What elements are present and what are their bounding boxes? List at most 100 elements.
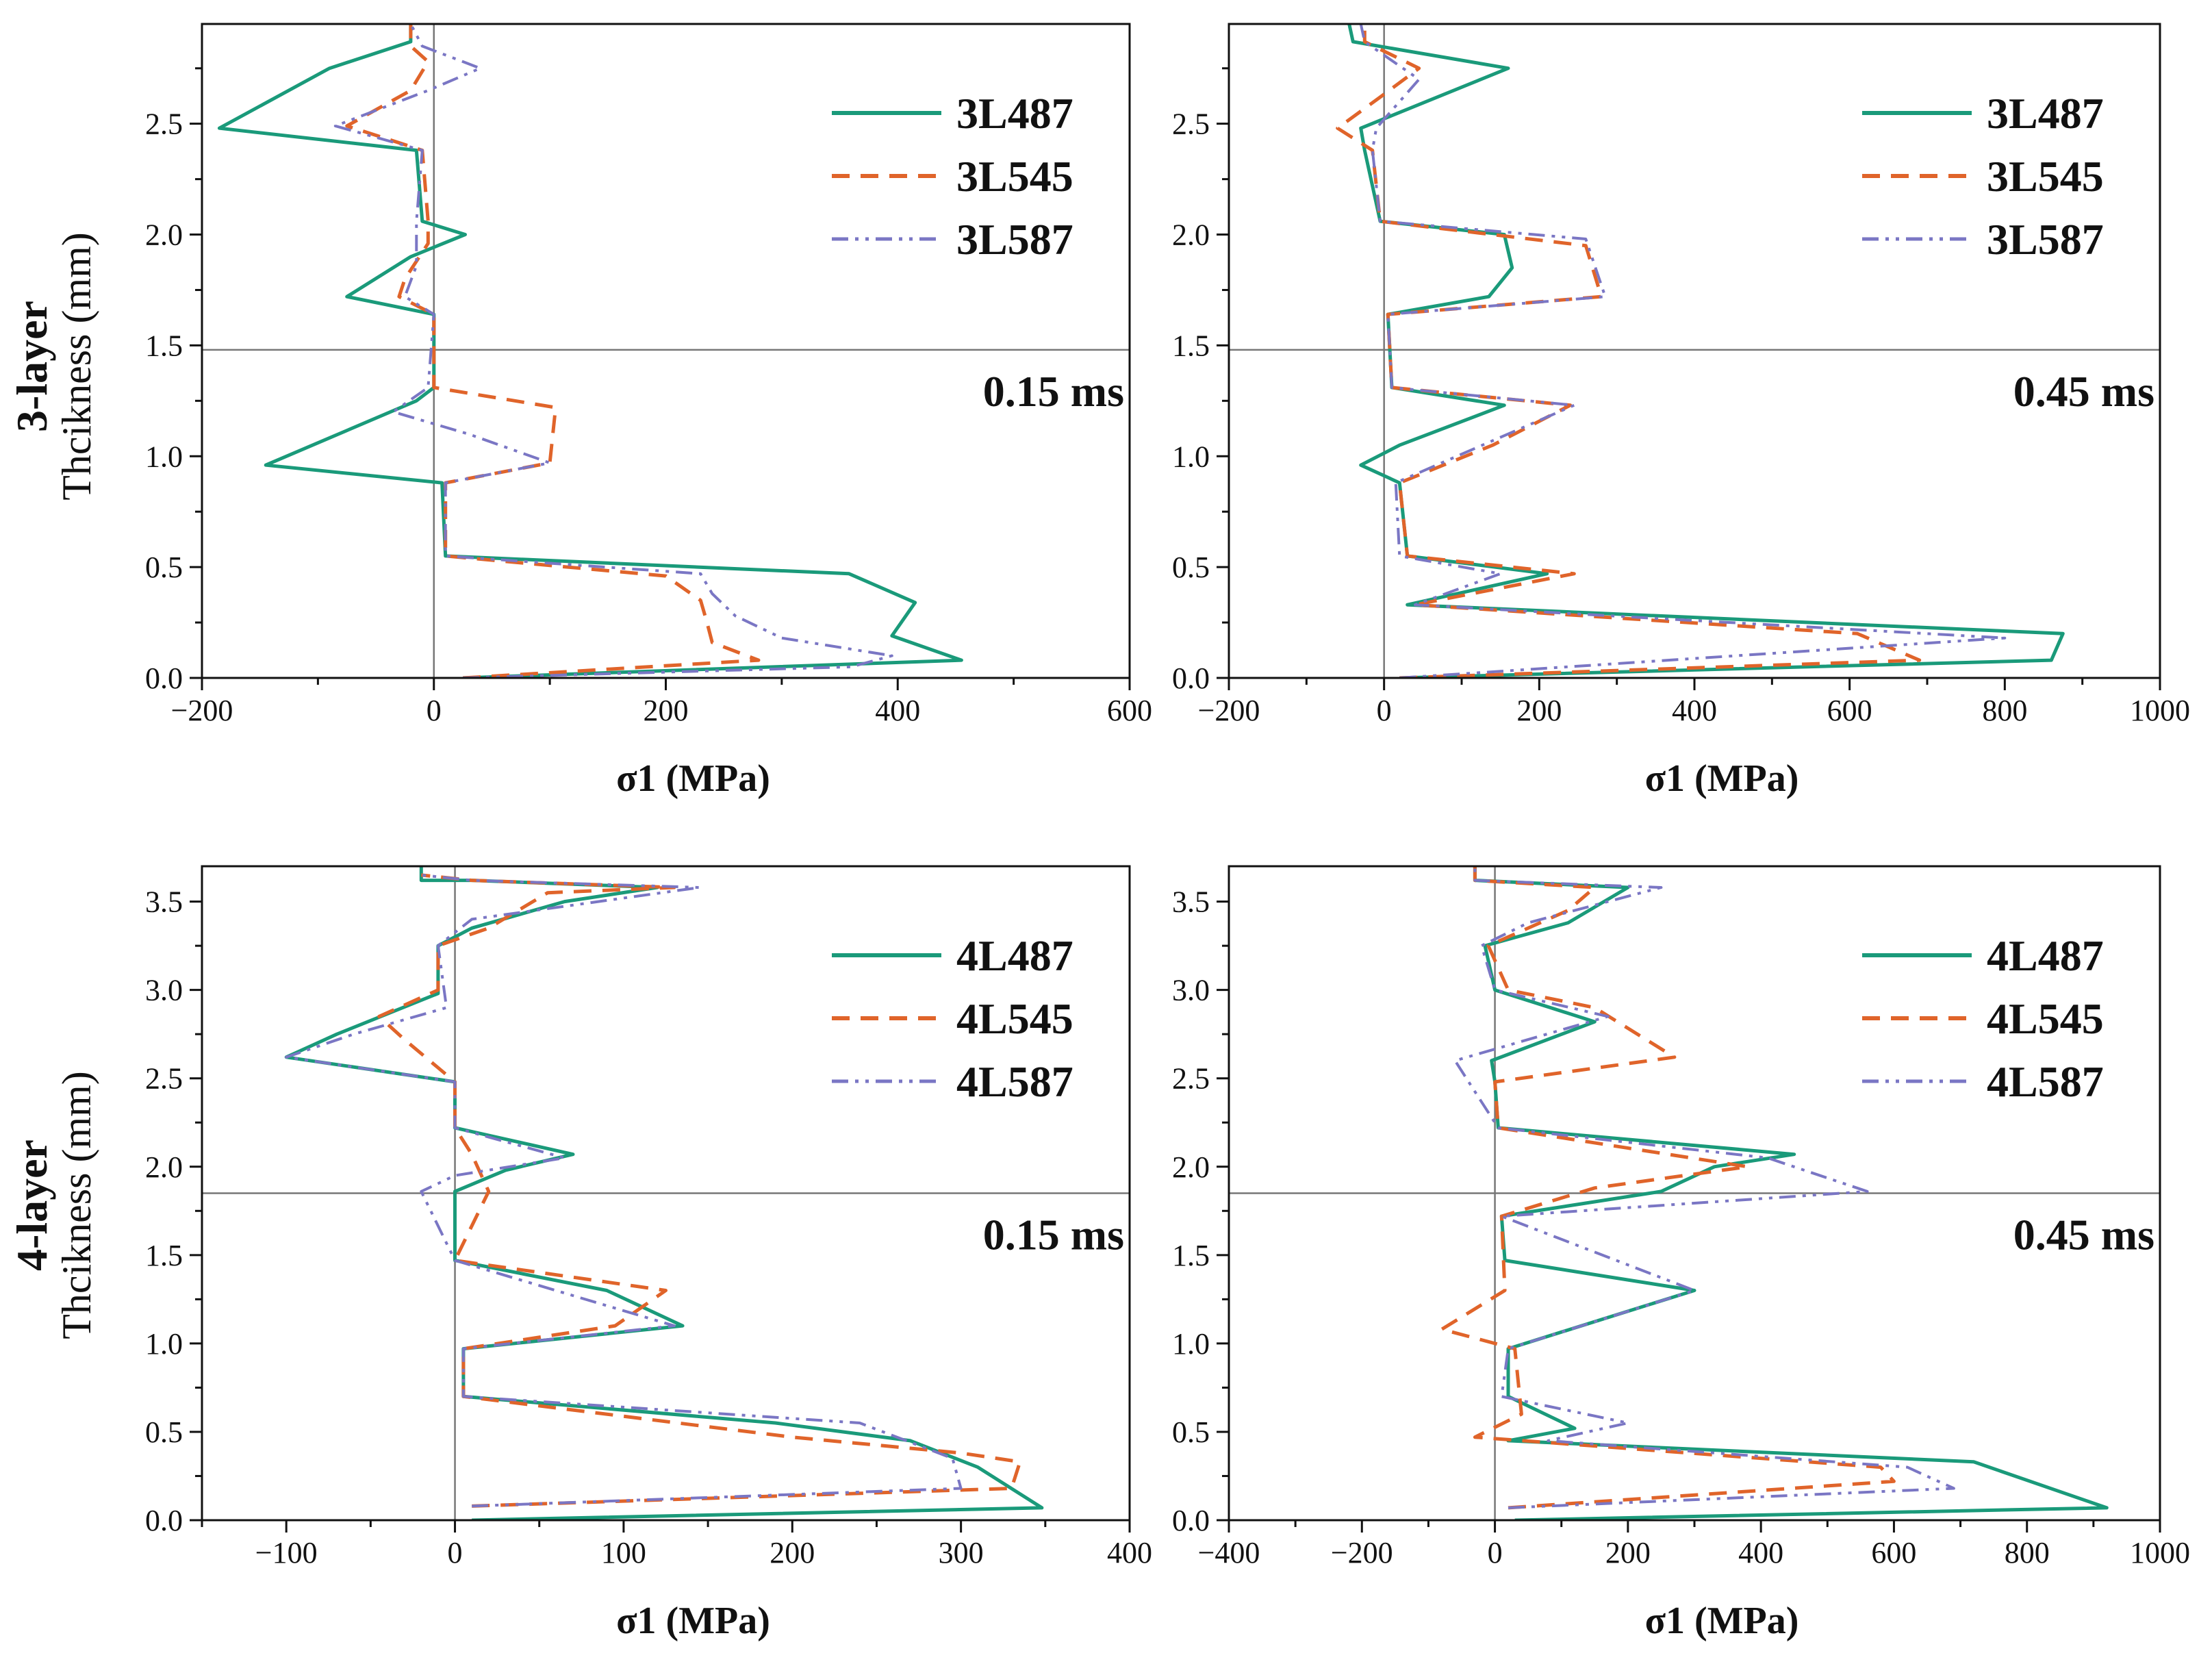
panel-top-left-time-annotation: 0.15 ms [983, 367, 1124, 416]
panel-bottom-left-y-tick-label: 1.0 [145, 1327, 183, 1361]
panel-top-left-y-tick-label: 0.0 [145, 661, 183, 695]
panel-top-left: −200 0 200 400 600 0.0 0.5 1.0 1.5 2.0 2.5 σ1 (MPa)… [145, 23, 1152, 800]
panel-top-right-legend-label-3L487: 3L487 [1987, 89, 2104, 138]
panel-bottom-left-y-tick-label: 3.5 [145, 885, 183, 919]
row-label-top-axis: Thcikness (mm) [54, 232, 99, 501]
row-label-top: 3-layer Thcikness (mm) [8, 232, 99, 501]
panel-bottom-left-series-4L487 [284, 866, 1044, 1520]
panel-bottom-left-x-tick-label: 300 [939, 1536, 984, 1570]
panel-bottom-left-legend-label-4L487: 4L487 [956, 931, 1073, 980]
panel-bottom-left-x-tick-label: 100 [601, 1536, 646, 1570]
row-label-bottom-axis: Thcikness (mm) [54, 1071, 99, 1339]
panel-top-left-x-tick-label: −200 [171, 694, 233, 727]
panel-bottom-right-y-tick-label: 2.0 [1172, 1150, 1210, 1184]
panel-bottom-right-series-group [1440, 866, 2109, 1520]
panel-bottom-right-legend-label-4L487: 4L487 [1987, 931, 2104, 980]
panel-bottom-right-series-4L587 [1453, 866, 1955, 1509]
panel-bottom-right-time-annotation: 0.45 ms [2013, 1211, 2154, 1259]
panel-bottom-left-x-tick-label: 0 [448, 1536, 463, 1570]
row-label-bottom: 4-layer Thcikness (mm) [8, 1071, 99, 1339]
panel-bottom-left-y-tick-label: 0.0 [145, 1504, 183, 1537]
panel-bottom-left-y-tick-label: 2.0 [145, 1150, 183, 1184]
panel-bottom-left-legend-label-4L545: 4L545 [956, 994, 1073, 1043]
panel-top-left-y-tick-label: 2.0 [145, 218, 183, 252]
panel-top-right-x-tick-label: 0 [1377, 694, 1392, 727]
panel-bottom-right-y-tick-label: 0.5 [1172, 1415, 1210, 1449]
panel-top-left-series-group [217, 24, 963, 678]
panel-bottom-left: −100 0 100 200 300 400 0.0 0.5 1.0 1.5 2.0 2.5 3.0 3.… [145, 865, 1152, 1642]
panel-top-left-legend-label-3L545: 3L545 [956, 152, 1073, 201]
panel-bottom-left-series-4L587 [285, 873, 963, 1508]
panel-top-right-x-tick-label: 1000 [2130, 694, 2190, 727]
row-label-bottom-bold: 4-layer [8, 1139, 56, 1271]
panel-top-right-y-tick-label: 0.5 [1172, 551, 1210, 584]
panel-top-left-y-tick-label: 1.5 [145, 329, 183, 362]
panel-top-right-y-tick-label: 2.5 [1172, 108, 1210, 141]
panel-bottom-right: −400 −200 0 200 400 600 800 1000 0.0 0.5 1.0 1.5 2.0… [1172, 865, 2190, 1642]
panel-top-right-y-tick-label: 1.5 [1172, 329, 1210, 362]
panel-bottom-right-x-tick-label: −400 [1198, 1536, 1260, 1570]
panel-top-right: −200 0 200 400 600 800 1000 0.0 0.5 1.0 1.5 2.0 2.5 σ… [1172, 23, 2190, 800]
panel-top-left-x-tick-label: 200 [644, 694, 689, 727]
panel-top-left-x-tick-label: 600 [1107, 694, 1152, 727]
panels: −200 0 200 400 600 0.0 0.5 1.0 1.5 2.0 2.5 σ1 (MPa)… [145, 23, 2190, 1642]
panel-top-left-y-tick-label: 2.5 [145, 108, 183, 141]
panel-bottom-left-legend-label-4L587: 4L587 [956, 1057, 1073, 1106]
panel-bottom-left-series-4L545 [377, 873, 1022, 1508]
panel-bottom-right-x-tick-label: 400 [1738, 1536, 1783, 1570]
panel-top-right-x-tick-label: 800 [1982, 694, 2027, 727]
panel-top-right-legend-label-3L545: 3L545 [1987, 152, 2104, 201]
panel-bottom-right-legend-label-4L545: 4L545 [1987, 994, 2104, 1043]
panel-bottom-left-x-axis-title: σ1 (MPa) [616, 1600, 770, 1642]
panel-top-left-x-tick-label: 0 [427, 694, 442, 727]
panel-top-right-x-tick-label: 200 [1516, 694, 1562, 727]
panel-bottom-right-x-tick-label: 1000 [2130, 1536, 2190, 1570]
panel-bottom-right-y-tick-label: 2.5 [1172, 1062, 1210, 1096]
panel-top-right-series-3L487 [1347, 24, 2065, 678]
row-label-top-bold: 3-layer [8, 301, 56, 432]
panel-top-left-x-axis-title: σ1 (MPa) [616, 757, 770, 800]
panel-bottom-right-y-tick-label: 0.0 [1172, 1504, 1210, 1537]
panel-top-left-legend-label-3L587: 3L587 [956, 215, 1073, 264]
panel-bottom-left-y-tick-label: 0.5 [145, 1415, 183, 1449]
panel-bottom-left-y-tick-label: 1.5 [145, 1239, 183, 1272]
panel-bottom-left-series-group [284, 866, 1044, 1520]
panel-bottom-right-legend-label-4L587: 4L587 [1987, 1057, 2104, 1106]
panel-top-right-series-group [1336, 24, 2065, 678]
panel-top-right-y-tick-label: 2.0 [1172, 218, 1210, 252]
panel-top-left-legend-label-3L487: 3L487 [956, 89, 1073, 138]
panel-bottom-right-x-tick-label: 600 [1871, 1536, 1916, 1570]
panel-top-right-series-3L545 [1336, 24, 1922, 678]
panel-top-right-x-tick-label: −200 [1198, 694, 1260, 727]
panel-top-left-y-tick-label: 1.0 [145, 440, 183, 473]
panel-top-left-y-tick-label: 0.5 [145, 551, 183, 584]
panel-top-right-time-annotation: 0.45 ms [2013, 367, 2154, 416]
panel-bottom-right-x-axis-title: σ1 (MPa) [1645, 1600, 1799, 1642]
panel-bottom-right-x-tick-label: −200 [1331, 1536, 1393, 1570]
panel-bottom-left-time-annotation: 0.15 ms [983, 1211, 1124, 1259]
panel-bottom-right-x-tick-label: 0 [1488, 1536, 1503, 1570]
panel-top-left-series-3L587 [333, 24, 893, 678]
panel-bottom-left-y-tick-label: 2.5 [145, 1062, 183, 1096]
panel-bottom-left-x-tick-label: −100 [255, 1536, 318, 1570]
panel-top-right-series-3L587 [1359, 24, 2007, 678]
panel-top-right-y-tick-label: 0.0 [1172, 661, 1210, 695]
panel-bottom-right-x-tick-label: 800 [2005, 1536, 2050, 1570]
panel-bottom-right-x-tick-label: 200 [1605, 1536, 1651, 1570]
panel-top-right-x-tick-label: 600 [1827, 694, 1872, 727]
panel-bottom-left-x-tick-label: 400 [1107, 1536, 1152, 1570]
panel-top-left-x-tick-label: 400 [875, 694, 920, 727]
panel-bottom-left-frame [201, 865, 1131, 1522]
panel-bottom-left-y-tick-label: 3.0 [145, 974, 183, 1007]
panel-bottom-right-y-tick-label: 3.0 [1172, 974, 1210, 1007]
panel-top-right-x-tick-label: 400 [1672, 694, 1717, 727]
panel-top-right-legend-label-3L587: 3L587 [1987, 215, 2104, 264]
panel-bottom-right-y-tick-label: 3.5 [1172, 885, 1210, 919]
panel-top-left-series-3L487 [217, 24, 963, 678]
panel-bottom-right-y-tick-label: 1.0 [1172, 1327, 1210, 1361]
panel-top-left-series-3L545 [345, 24, 761, 678]
panel-top-right-y-tick-label: 1.0 [1172, 440, 1210, 473]
panel-bottom-right-y-tick-label: 1.5 [1172, 1239, 1210, 1272]
